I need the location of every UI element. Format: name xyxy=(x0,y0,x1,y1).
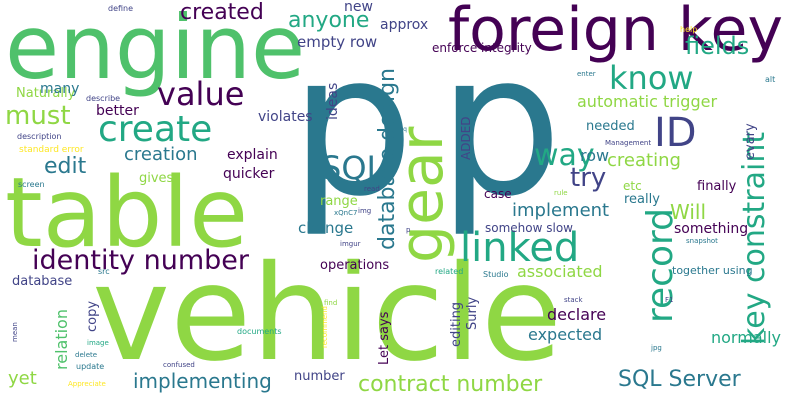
cloud-word: implementing xyxy=(133,371,272,391)
cloud-word: description xyxy=(17,133,61,141)
cloud-word: know xyxy=(609,62,694,94)
cloud-word: Management xyxy=(605,140,651,147)
cloud-word: recommend xyxy=(322,306,329,348)
cloud-word: contract number xyxy=(358,374,542,396)
cloud-word: src xyxy=(98,268,110,276)
cloud-word: Surly xyxy=(466,297,479,330)
cloud-word: xQnC7 xyxy=(334,210,357,217)
cloud-word: help xyxy=(680,26,697,34)
cloud-word: explain xyxy=(227,148,278,162)
cloud-word: needed xyxy=(586,120,635,133)
cloud-word: editing xyxy=(450,302,463,347)
cloud-word: really xyxy=(624,193,660,206)
cloud-word: screen xyxy=(18,181,45,189)
cloud-word: read xyxy=(364,186,380,193)
cloud-word: quicker xyxy=(223,167,274,181)
cloud-word: empty row xyxy=(297,35,377,50)
cloud-word: define xyxy=(108,5,133,13)
cloud-word: standard error xyxy=(19,146,84,155)
cloud-word: etc xyxy=(623,180,642,192)
cloud-word: update xyxy=(76,363,104,371)
cloud-word: change xyxy=(298,221,353,236)
cloud-word: describe xyxy=(86,95,120,103)
cloud-word: F1 xyxy=(665,297,673,304)
cloud-word: identity number xyxy=(32,247,249,274)
cloud-word: related xyxy=(435,268,463,276)
cloud-word: associated xyxy=(517,264,603,280)
cloud-word: finally xyxy=(697,180,736,193)
cloud-word: SQL Server xyxy=(618,369,741,391)
cloud-word: new xyxy=(344,0,373,14)
cloud-word: declare xyxy=(547,307,606,323)
cloud-word: creating xyxy=(607,152,681,170)
cloud-word: rule xyxy=(554,190,568,197)
cloud-word: try xyxy=(570,165,606,191)
cloud-word: sq xyxy=(400,127,407,133)
cloud-word: created xyxy=(180,2,264,24)
cloud-word: delete xyxy=(75,352,97,359)
cloud-word: row xyxy=(580,148,609,164)
cloud-word: creation xyxy=(124,146,198,164)
cloud-word: stack xyxy=(564,297,583,304)
cloud-word: documents xyxy=(237,328,282,336)
cloud-word: alt xyxy=(765,76,775,84)
cloud-word: range xyxy=(320,195,358,208)
cloud-word: implement xyxy=(512,202,609,220)
cloud-word: imgur xyxy=(340,241,361,248)
cloud-word: case xyxy=(484,188,512,200)
cloud-word: jpg xyxy=(651,345,662,352)
cloud-word: ADDED xyxy=(460,116,472,160)
cloud-word: image xyxy=(87,340,109,347)
cloud-word: p xyxy=(406,227,410,234)
cloud-word: img xyxy=(358,208,371,215)
cloud-word: database design xyxy=(377,68,399,250)
cloud-word: key constraint xyxy=(740,132,770,345)
cloud-word: gives xyxy=(139,172,173,185)
cloud-word: fields xyxy=(685,34,749,58)
cloud-word: value xyxy=(157,78,244,110)
cloud-word: yet xyxy=(8,370,37,388)
cloud-word: Let says xyxy=(378,312,391,365)
cloud-word: Appreciate xyxy=(68,381,106,388)
cloud-word: ID xyxy=(654,113,697,153)
cloud-word: copy xyxy=(86,301,99,332)
cloud-word: approx xyxy=(380,18,428,32)
cloud-word: together using xyxy=(672,265,753,276)
cloud-word: automatic trigger xyxy=(577,94,717,110)
cloud-word: snapshot xyxy=(686,238,718,245)
cloud-word: number xyxy=(294,370,345,383)
cloud-word: database xyxy=(12,275,72,288)
cloud-word: Studio xyxy=(483,271,508,279)
cloud-word: evary xyxy=(744,123,757,160)
cloud-word: violates xyxy=(258,110,313,124)
cloud-word: expected xyxy=(528,327,602,343)
cloud-word: mean xyxy=(12,322,19,342)
cloud-word: edit xyxy=(44,156,86,178)
cloud-word: something xyxy=(674,222,748,236)
cloud-word: gear xyxy=(392,127,452,263)
cloud-word: relation xyxy=(54,309,70,370)
cloud-word: Will xyxy=(670,202,706,222)
cloud-word: many xyxy=(40,82,79,96)
cloud-word: must xyxy=(5,103,71,129)
cloud-word: operations xyxy=(320,259,389,272)
cloud-word: enter xyxy=(577,71,596,78)
cloud-word: better xyxy=(96,104,139,118)
cloud-word: ideas xyxy=(326,83,340,120)
cloud-word: somehow slow xyxy=(485,222,573,234)
cloud-word: enforce integrity xyxy=(432,42,532,54)
cloud-word: confused xyxy=(163,362,195,369)
cloud-word: normally xyxy=(711,330,781,346)
